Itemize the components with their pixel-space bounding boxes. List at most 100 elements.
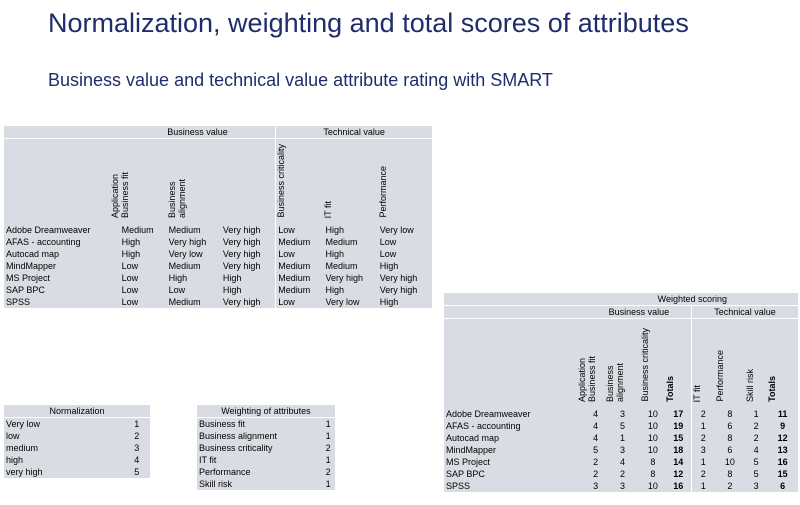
weighting-table: Weighting of attributes Business fit 1 Bus… [197, 405, 335, 490]
table-cell: 2 [753, 433, 759, 443]
table-cell: Very high [379, 285, 418, 295]
table-cell: 6 [780, 481, 786, 491]
table-row: low 2 [4, 430, 150, 442]
table-cell: 3 [134, 443, 140, 453]
table-cell: 8 [727, 469, 733, 479]
table-cell: 2 [690, 408, 715, 420]
table-cell: 2 [690, 432, 715, 444]
table-cell: Low [168, 285, 186, 295]
row-label: very high [6, 467, 43, 477]
table-row: MindMapper 5 3 10 18 3 6 4 13 [444, 444, 798, 456]
table-cell: 2 [593, 469, 599, 479]
table-cell: 3 [690, 444, 715, 456]
table-cell: Medium [275, 236, 324, 248]
row-label: SPSS [446, 481, 471, 491]
column-header: Business alignment [604, 362, 625, 402]
table-cell: Very high [222, 297, 261, 307]
normalization-header-row: Normalization [4, 405, 150, 418]
table-cell: 10 [647, 409, 658, 419]
table-cell: Low [275, 224, 324, 236]
table-cell: 10 [647, 481, 658, 491]
row-label: Business fit [199, 419, 246, 429]
table-cell: 3 [753, 481, 759, 491]
table-cell: 1 [325, 479, 331, 489]
table-row: Autocad map High Very low Very high Low High L… [4, 248, 432, 260]
table-row: Skill risk 1 [197, 478, 335, 490]
table-cell: Low [121, 261, 139, 271]
column-header: Business alignment [166, 178, 187, 218]
table-cell: Medium [121, 225, 154, 235]
table-cell: 19 [673, 421, 684, 431]
table-cell: Low [379, 237, 397, 247]
table-cell: 2 [134, 431, 140, 441]
table-cell: 4 [134, 455, 140, 465]
table-cell: Very high [379, 273, 418, 283]
table-cell: 8 [650, 457, 656, 467]
column-header [221, 139, 276, 225]
weighted-scoring-table: Weighted scoring Business value Technica… [444, 293, 798, 492]
table-cell: 15 [673, 433, 684, 443]
weighting-header-row: Weighting of attributes [197, 405, 335, 418]
row-label: MS Project [6, 273, 51, 283]
table-cell: Very high [222, 237, 261, 247]
table-row: AFAS - accounting 4 5 10 19 1 6 2 9 [444, 420, 798, 432]
table-cell: 3 [593, 481, 599, 491]
table-row: AFAS - accounting High Very high Very high M… [4, 236, 432, 248]
table-cell: 4 [593, 433, 599, 443]
table-row: high 4 [4, 454, 150, 466]
table-cell: 3 [619, 409, 625, 419]
weighting-header: Weighting of attributes [197, 405, 335, 418]
table-cell: 1 [325, 455, 331, 465]
table-cell: 5 [134, 467, 140, 477]
table-cell: Medium [168, 261, 201, 271]
table-cell: High [222, 273, 242, 283]
table-cell: 10 [647, 433, 658, 443]
table-cell: Low [121, 285, 139, 295]
column-header: Performance [377, 166, 388, 218]
table-cell: 10 [647, 445, 658, 455]
table-cell: High [325, 285, 344, 295]
row-label: Performance [199, 467, 251, 477]
column-header: Totals [767, 376, 778, 402]
column-header: Business criticality [275, 138, 324, 224]
table-row: very high 5 [4, 466, 150, 478]
table-cell: Very high [222, 261, 261, 271]
table-cell: Medium [168, 225, 201, 235]
table-cell: High [325, 249, 344, 259]
table-cell: Very high [325, 273, 364, 283]
attribute-rating-table: Business value Technical value Applicati… [4, 126, 432, 308]
table-cell: 1 [619, 433, 625, 443]
table-cell: Low [275, 296, 324, 308]
table-cell: 1 [690, 456, 715, 468]
column-header: Application [109, 173, 120, 218]
row-label: Skill risk [199, 479, 232, 489]
table-cell: Medium [168, 297, 201, 307]
row-label: Autocad map [6, 249, 60, 259]
column-header: Business criticality [640, 328, 651, 402]
table-cell: High [222, 285, 242, 295]
table-cell: 2 [753, 421, 759, 431]
table-cell: 9 [780, 421, 786, 431]
row-label: SPSS [6, 297, 31, 307]
table-cell: 5 [753, 457, 759, 467]
table-cell: 1 [134, 419, 140, 429]
row-label: Adobe Dreamweaver [6, 225, 91, 235]
table-cell: 1 [690, 480, 715, 492]
column-header: IT fit [323, 200, 334, 218]
table-cell: Medium [275, 260, 324, 272]
table-cell: 12 [673, 469, 684, 479]
table-cell: Very high [222, 249, 261, 259]
table-cell: Very high [222, 225, 261, 235]
table-cell: 6 [727, 445, 733, 455]
table-row: MS Project 2 4 8 14 1 10 5 16 [444, 456, 798, 468]
table-cell: 4 [619, 457, 625, 467]
table-row: Business fit 1 [197, 418, 335, 431]
column-header: Business fit [119, 171, 130, 218]
table-cell: 2 [593, 457, 599, 467]
row-label: MindMapper [6, 261, 57, 271]
table-row: Adobe Dreamweaver 4 3 10 17 2 8 1 11 [444, 408, 798, 420]
row-label: Autocad map [446, 433, 500, 443]
row-label: MS Project [446, 457, 491, 467]
table-cell: 14 [673, 457, 684, 467]
column-header: Skill risk [745, 369, 756, 402]
